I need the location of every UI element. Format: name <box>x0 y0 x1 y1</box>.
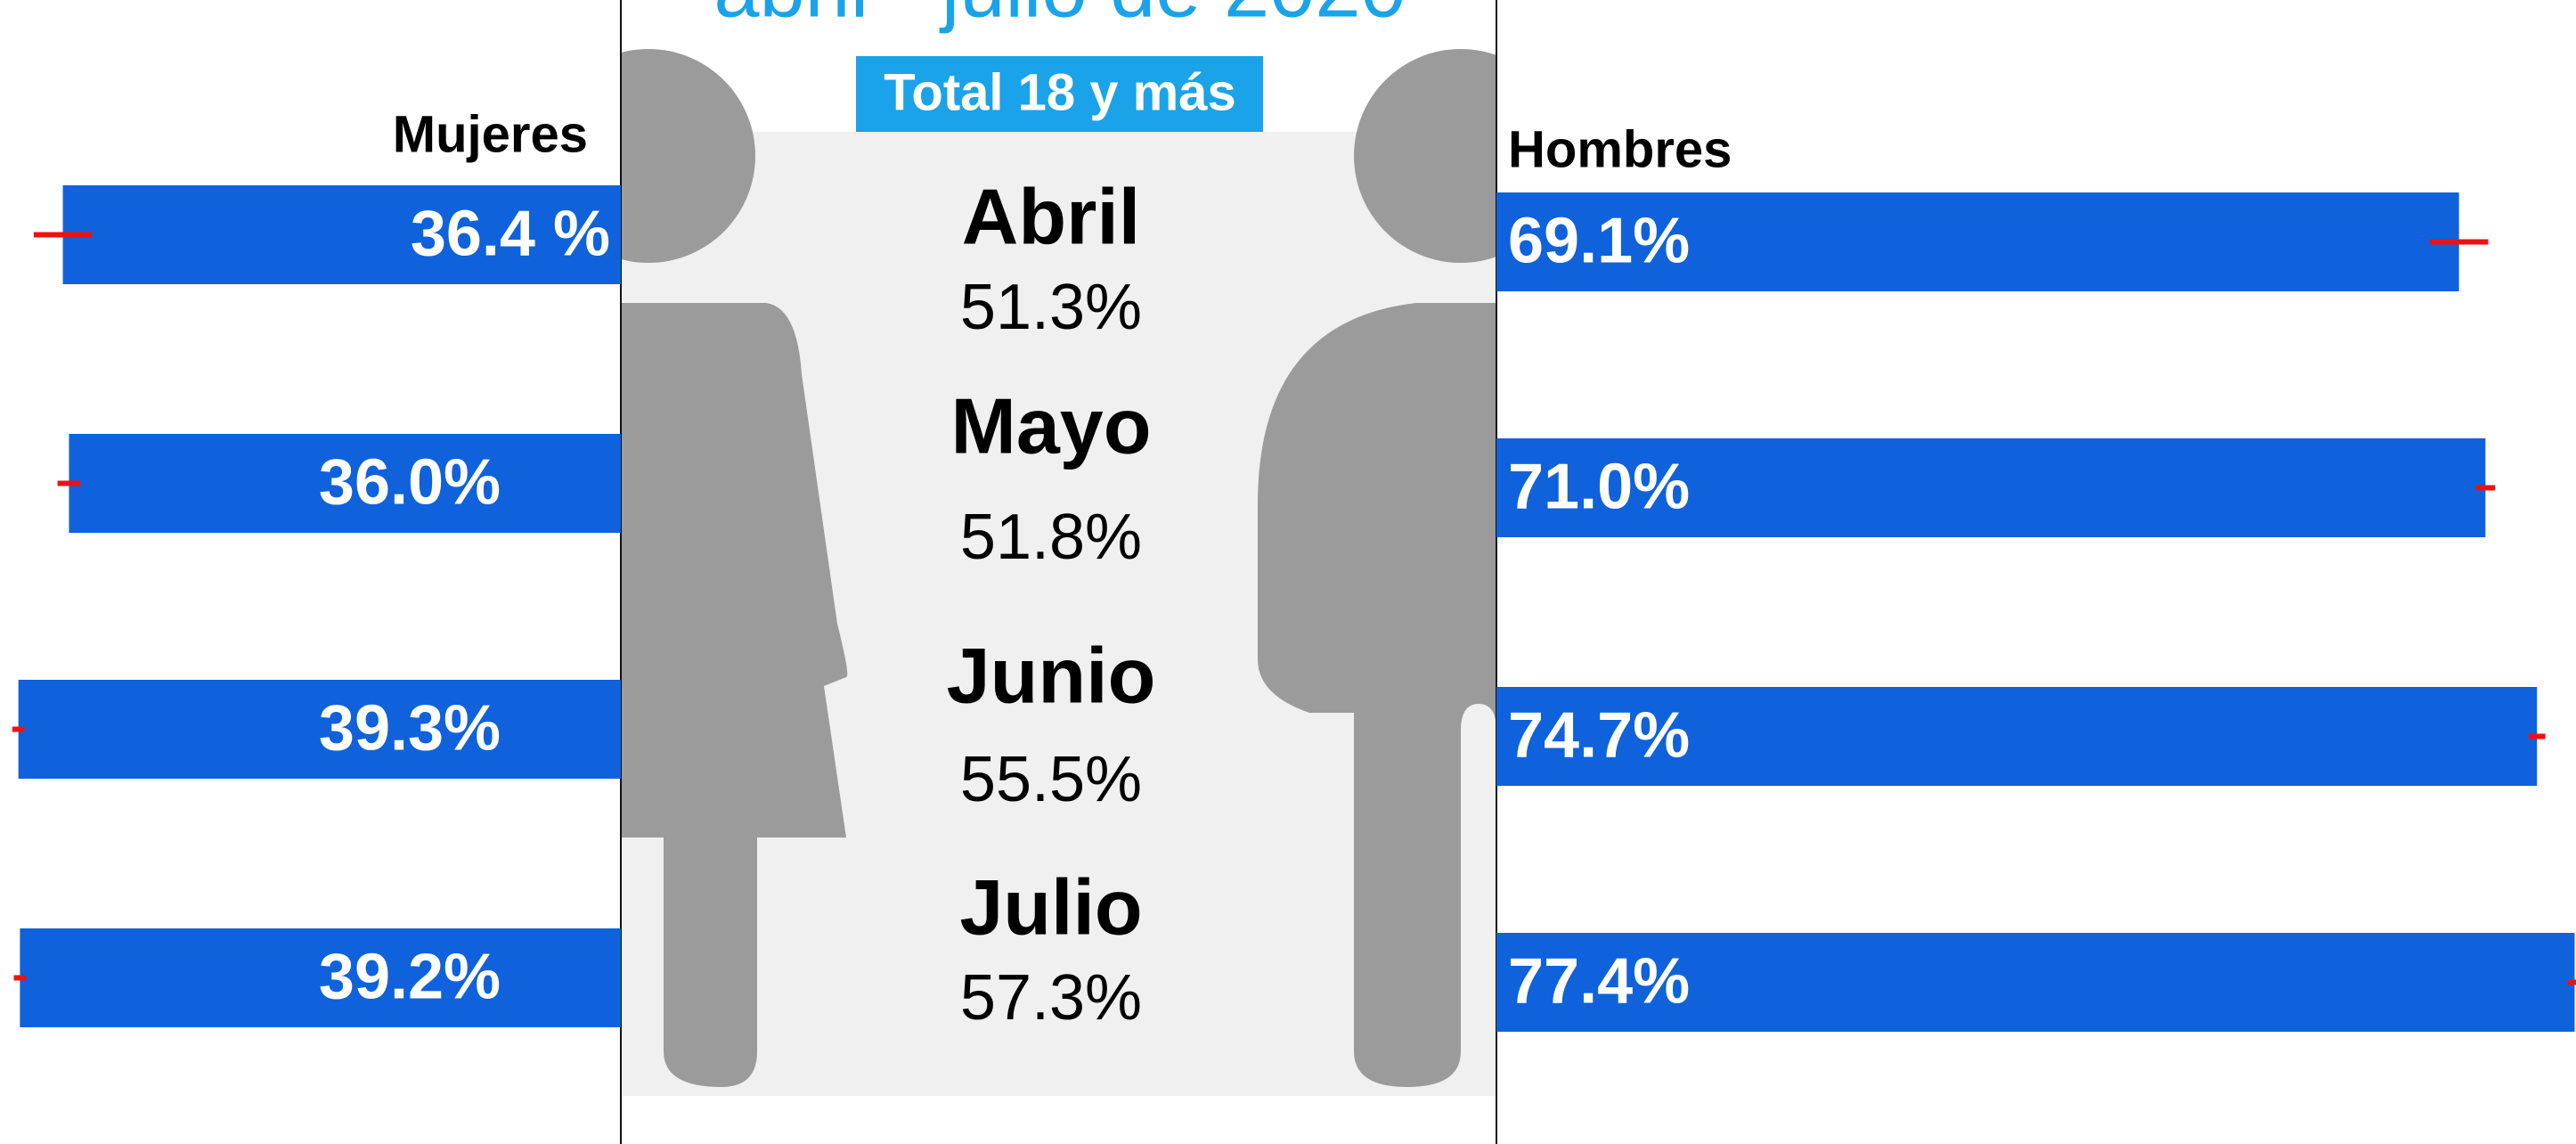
total-value: 57.3% <box>960 962 1142 1034</box>
value-label: 36.0% <box>319 447 501 519</box>
category-label: Junio <box>947 631 1156 719</box>
bar <box>62 185 622 284</box>
chart-title: abril - julio de 2020 <box>713 0 1406 34</box>
total-value: 55.5% <box>960 744 1142 815</box>
bar <box>18 680 621 779</box>
bar <box>1496 192 2459 291</box>
value-label: 39.3% <box>319 693 501 764</box>
legend-label: Hombres <box>1508 120 1732 178</box>
subtitle: Total 18 y más <box>884 63 1235 121</box>
man-body <box>1258 303 1496 1087</box>
value-label: 71.0% <box>1508 452 1690 523</box>
bar <box>20 928 621 1027</box>
value-label: 36.4 % <box>411 199 610 270</box>
woman-head <box>621 49 755 263</box>
legend-label: Mujeres <box>393 105 588 163</box>
man-head <box>1354 49 1496 263</box>
value-label: 77.4% <box>1508 946 1690 1017</box>
value-label: 39.2% <box>319 942 501 1013</box>
category-label: Abril <box>962 172 1140 260</box>
subtitle-box <box>856 56 1263 132</box>
total-value: 51.8% <box>960 502 1142 573</box>
category-label: Julio <box>959 862 1142 951</box>
bar <box>1496 687 2538 786</box>
value-label: 74.7% <box>1508 700 1690 772</box>
category-label: Mayo <box>951 381 1152 470</box>
bar <box>1496 438 2486 537</box>
silhouettes <box>621 49 1496 1087</box>
total-value: 51.3% <box>960 272 1142 343</box>
bar <box>1496 933 2575 1032</box>
bar <box>69 434 621 533</box>
woman-body <box>621 303 848 1087</box>
value-label: 69.1% <box>1508 206 1690 277</box>
